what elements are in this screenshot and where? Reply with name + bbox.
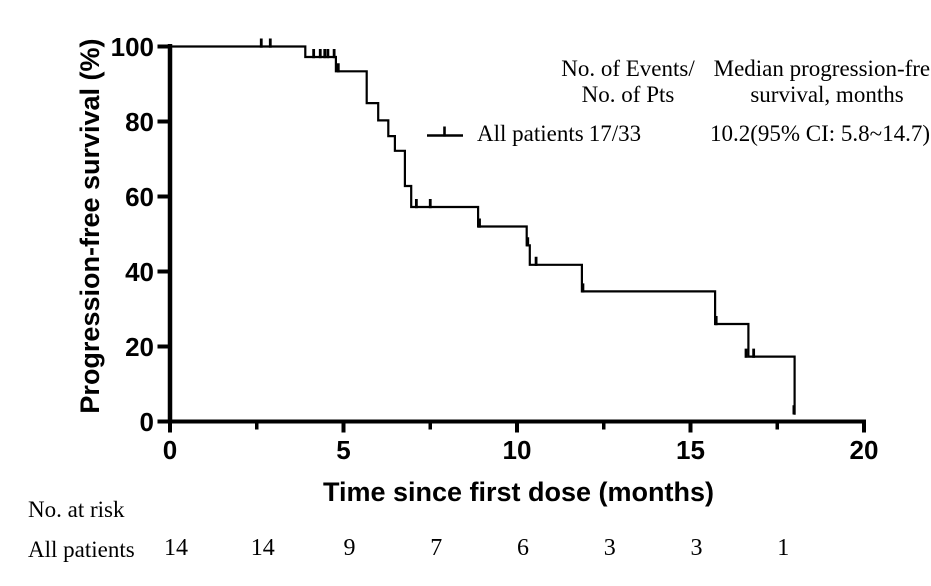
at-risk-value: 14 (250, 535, 275, 561)
at-risk-row-label: All patients (28, 537, 135, 562)
y-tick-label: 100 (110, 31, 154, 62)
x-tick-label: 0 (162, 435, 178, 465)
legend-median-value: 10.2(95% CI: 5.8~14.7) (709, 121, 931, 146)
at-risk-title: No. at risk (28, 497, 125, 522)
median-header-line1: Median progression-free (713, 56, 931, 81)
x-tick-label: 10 (502, 435, 532, 465)
y-tick-label: 60 (125, 181, 154, 212)
events-header-line2: No. of Pts (581, 82, 675, 107)
x-tick-label: 20 (849, 435, 879, 465)
at-risk-value: 1 (777, 535, 790, 561)
y-tick-label: 80 (125, 106, 154, 137)
at-risk-value: 9 (343, 535, 356, 561)
at-risk-value: 7 (430, 535, 443, 561)
at-risk-value: 3 (690, 535, 703, 561)
median-header-line2: survival, months (750, 82, 904, 107)
y-tick-label: 20 (125, 331, 154, 362)
legend-events-value: 17/33 (588, 121, 642, 146)
events-header-line1: No. of Events/ (561, 56, 695, 81)
at-risk-value: 6 (517, 535, 529, 561)
legend-series-label: All patients (477, 121, 584, 146)
at-risk-value: 3 (603, 535, 616, 561)
x-tick-label: 15 (676, 435, 705, 465)
km-curve (170, 45, 796, 415)
x-axis-title: Time since first dose (months) (322, 477, 715, 507)
at-risk-value: 14 (164, 535, 188, 561)
y-axis-title: Progression-free survival (%) (75, 38, 105, 414)
y-tick-label: 0 (139, 406, 154, 437)
x-tick-label: 5 (336, 435, 351, 465)
y-tick-label: 40 (125, 256, 154, 287)
